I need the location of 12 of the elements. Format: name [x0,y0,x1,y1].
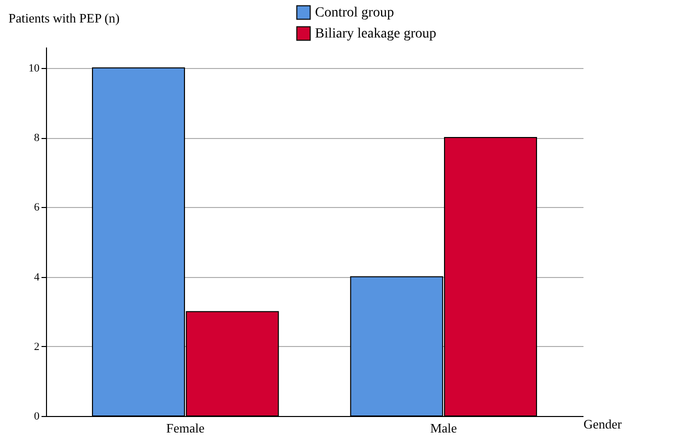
y-tick-label: 6 [34,202,40,214]
y-tick-label: 4 [34,271,40,284]
x-axis-title: Gender [584,416,622,432]
legend-label: Control group [315,6,394,20]
x-tick-label: Female [166,420,205,436]
legend-label: Biliary leakage group [315,26,436,42]
y-tick-label: 2 [34,340,40,353]
y-tick-label: 8 [34,132,40,144]
y-axis-title: Patients with PEP (n) [8,10,120,26]
y-tick-label: 0 [34,410,40,422]
y-tick-label: 10 [28,62,40,74]
x-tick-label: Male [430,420,458,436]
